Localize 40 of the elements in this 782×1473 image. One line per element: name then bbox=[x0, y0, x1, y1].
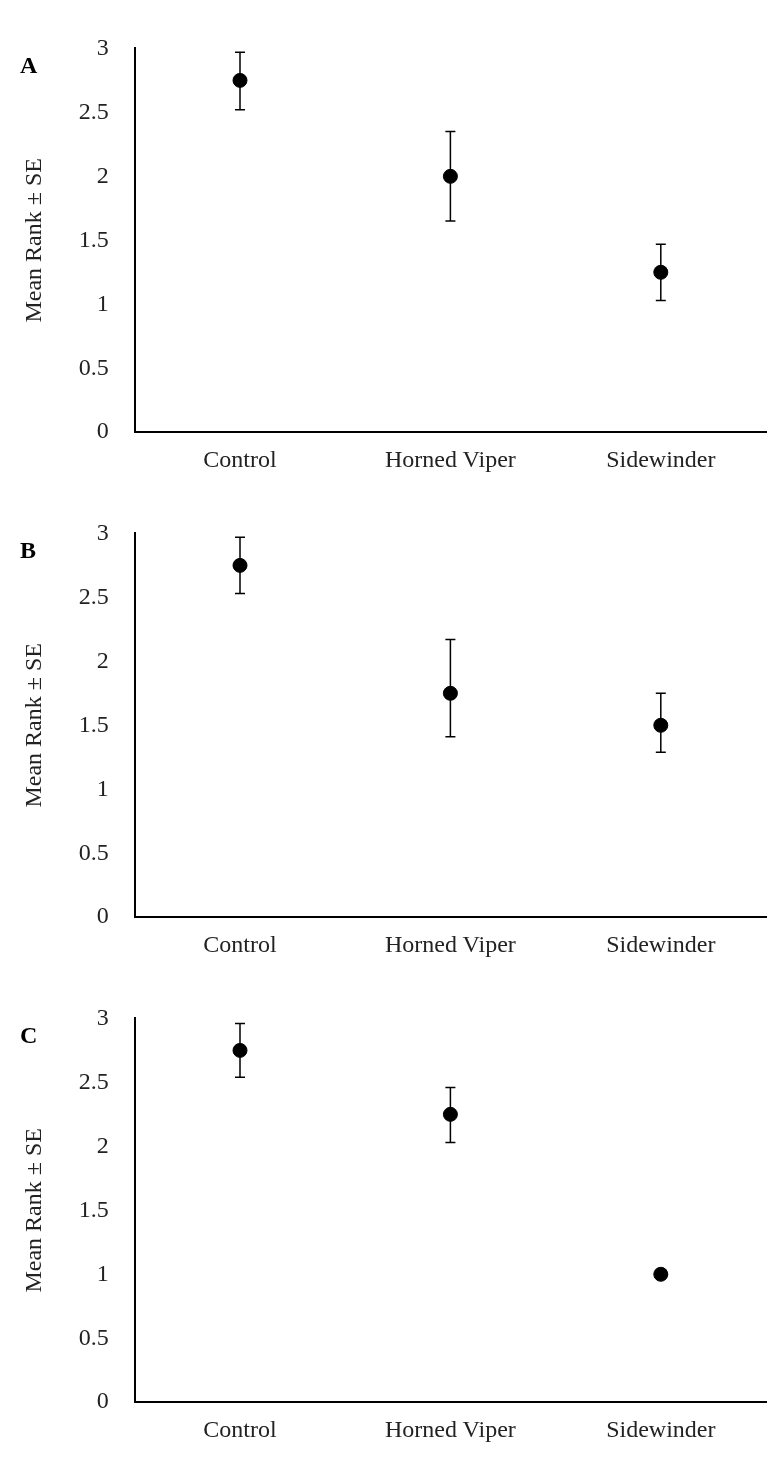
y-tick-label: 2 bbox=[96, 161, 109, 188]
point bbox=[442, 168, 458, 184]
x-tick-label: Sidewinder bbox=[606, 1415, 716, 1442]
y-tick-label: 1.5 bbox=[78, 225, 109, 252]
x-tick-label: Horned Viper bbox=[385, 930, 516, 957]
y-tick-label: 2.5 bbox=[78, 1067, 109, 1094]
y-tick-label: 0.5 bbox=[78, 353, 109, 380]
point bbox=[442, 685, 458, 701]
point bbox=[442, 1106, 458, 1122]
y-tick-label: 1.5 bbox=[78, 1195, 109, 1222]
x-tick-label: Horned Viper bbox=[385, 445, 516, 472]
x-tick-label: Control bbox=[203, 445, 277, 472]
y-tick-label: 0.5 bbox=[78, 1323, 109, 1350]
y-tick-label: 2 bbox=[96, 1131, 109, 1158]
point bbox=[653, 1266, 669, 1282]
y-tick-label: 2.5 bbox=[78, 97, 109, 124]
y-tick-label: 0 bbox=[96, 902, 109, 929]
y-tick-label: 2.5 bbox=[78, 582, 109, 609]
y-tick-label: 1 bbox=[96, 289, 109, 316]
x-tick-label: Sidewinder bbox=[606, 930, 716, 957]
x-tick-label: Sidewinder bbox=[606, 445, 716, 472]
y-tick-label: 0 bbox=[96, 417, 109, 444]
x-tick-label: Control bbox=[203, 1415, 277, 1442]
y-tick-label: 2 bbox=[96, 646, 109, 673]
chart-title: A bbox=[20, 51, 38, 78]
y-tick-label: 3 bbox=[96, 33, 109, 60]
y-tick-label: 3 bbox=[96, 1003, 109, 1030]
x-tick-label: Control bbox=[203, 930, 277, 957]
y-tick-label: 1.5 bbox=[78, 710, 109, 737]
y-axis-title: Mean Rank ± SE bbox=[19, 1128, 46, 1293]
y-tick-label: 3 bbox=[96, 518, 109, 545]
y-tick-label: 1 bbox=[96, 1259, 109, 1286]
chart-title: B bbox=[20, 536, 37, 563]
x-tick-label: Horned Viper bbox=[385, 1415, 516, 1442]
y-axis-title: Mean Rank ± SE bbox=[19, 158, 46, 323]
y-tick-label: 0 bbox=[96, 1387, 109, 1414]
y-axis-title: Mean Rank ± SE bbox=[19, 643, 46, 808]
y-tick-label: 0.5 bbox=[78, 838, 109, 865]
chart-title: C bbox=[20, 1021, 38, 1048]
y-tick-label: 1 bbox=[96, 774, 109, 801]
